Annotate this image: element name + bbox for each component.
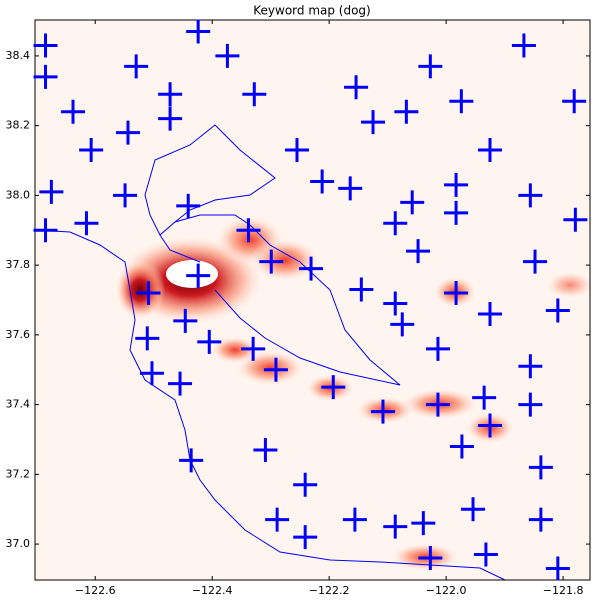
point (179, 448, 204, 473)
point (511, 33, 536, 58)
point (173, 308, 198, 333)
point (158, 106, 183, 131)
point (418, 546, 443, 571)
x-tick-label: −122.4 (192, 584, 233, 597)
point (390, 312, 415, 337)
point (425, 392, 450, 417)
point (168, 371, 193, 396)
point (115, 120, 140, 145)
point (265, 507, 290, 532)
point (321, 375, 346, 400)
point (477, 138, 502, 163)
point (124, 54, 149, 79)
point (139, 361, 164, 386)
point (259, 249, 284, 274)
point (394, 99, 419, 124)
point (186, 263, 211, 288)
y-tick-label: 38.4 (6, 49, 31, 62)
point (444, 281, 469, 306)
point (425, 336, 450, 361)
point (293, 525, 318, 550)
point (361, 110, 386, 135)
point (461, 497, 486, 522)
point (563, 207, 588, 232)
point (383, 211, 408, 236)
point (33, 218, 58, 243)
point (241, 336, 266, 361)
point (263, 357, 288, 382)
point (400, 190, 425, 215)
point (406, 239, 431, 264)
point (215, 43, 240, 68)
y-tick-label: 38.2 (6, 119, 31, 132)
point (344, 75, 369, 100)
point (477, 413, 502, 438)
point (473, 542, 498, 567)
point (33, 64, 58, 89)
x-tick-label: −121.8 (543, 584, 584, 597)
point (197, 329, 222, 354)
point (349, 277, 374, 302)
point (444, 172, 469, 197)
point (518, 392, 543, 417)
point (449, 89, 474, 114)
point (383, 514, 408, 539)
point (293, 472, 318, 497)
point (518, 354, 543, 379)
point (176, 193, 201, 218)
point (472, 385, 497, 410)
point (383, 291, 408, 316)
point (299, 256, 324, 281)
point (253, 437, 278, 462)
point (562, 89, 587, 114)
point (444, 200, 469, 225)
point (285, 138, 310, 163)
point (477, 301, 502, 326)
point (545, 556, 570, 581)
point (528, 455, 553, 480)
point (236, 218, 261, 243)
point (136, 281, 161, 306)
y-tick-label: 37.2 (6, 467, 31, 480)
y-tick-label: 37.4 (6, 398, 31, 411)
point (518, 183, 543, 208)
point (242, 82, 267, 107)
point (135, 326, 160, 351)
point (342, 507, 367, 532)
point (158, 82, 183, 107)
point (370, 399, 395, 424)
point (61, 99, 86, 124)
point (74, 211, 99, 236)
point (338, 176, 363, 201)
x-tick-label: −122.6 (75, 584, 116, 597)
point (449, 434, 474, 459)
x-tick-label: −122.2 (309, 584, 350, 597)
point (310, 169, 335, 194)
y-tick-label: 37.8 (6, 258, 31, 271)
point (186, 19, 211, 44)
point (113, 183, 138, 208)
point (418, 54, 443, 79)
y-tick-label: 37.0 (6, 537, 31, 550)
point (33, 33, 58, 58)
y-tick-label: 38.0 (6, 188, 31, 201)
x-tick-label: −122.0 (426, 584, 467, 597)
y-tick-label: 37.6 (6, 328, 31, 341)
plot-frame (34, 19, 591, 581)
point (523, 249, 548, 274)
point (545, 298, 570, 323)
point (411, 511, 436, 536)
point (39, 179, 64, 204)
chart-title: Keyword map (dog) (253, 4, 370, 18)
point (79, 138, 104, 163)
heatmap (35, 20, 590, 580)
point (528, 507, 553, 532)
